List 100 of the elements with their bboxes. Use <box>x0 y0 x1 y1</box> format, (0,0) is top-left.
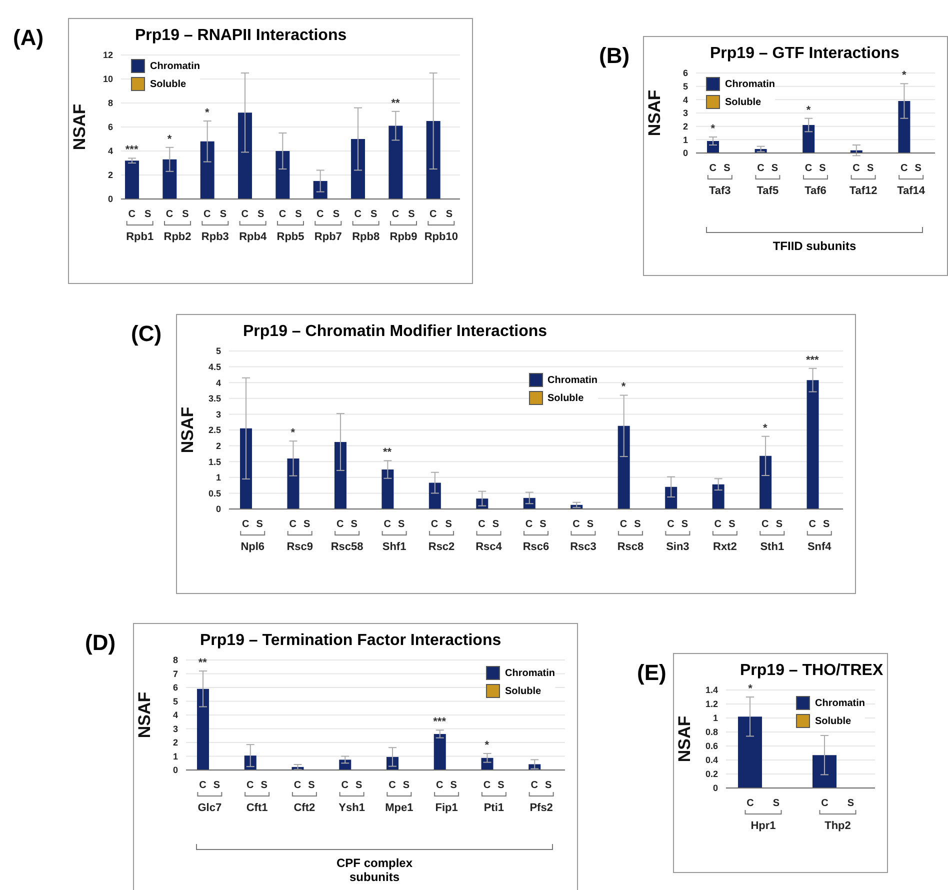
text: S <box>408 209 415 220</box>
text: C <box>246 780 254 791</box>
legend-label: Chromatin <box>505 668 555 678</box>
y-axis-title: NSAF <box>178 406 198 454</box>
x-tick-label: Shf1 <box>382 541 406 553</box>
legend-label: Soluble <box>725 96 762 108</box>
text: S <box>544 780 552 791</box>
bar <box>665 486 678 509</box>
x-tick-label: Pti1 <box>484 802 504 814</box>
text: C <box>808 519 816 530</box>
chart-title: Prp19 – RNAPII Interactions <box>135 27 347 45</box>
text: (B) <box>599 43 630 69</box>
text: S <box>586 519 594 530</box>
text: C <box>483 780 491 791</box>
chart-title: Prp19 – Chromatin Modifier Interactions <box>243 323 548 341</box>
text: C <box>852 163 860 174</box>
legend-label: Soluble <box>505 686 542 696</box>
x-tick-label: Pfs2 <box>530 802 553 814</box>
text: S <box>823 519 830 530</box>
text: C <box>714 519 722 530</box>
x-axis-title: CPF complex subunits <box>335 856 414 884</box>
data-label: ** <box>383 446 392 459</box>
y-tick-label: 10 <box>102 74 113 84</box>
x-tick-label: Sin3 <box>666 541 690 553</box>
x-tick-label: Rpb10 <box>424 231 458 243</box>
text: S <box>332 209 340 220</box>
data-label: ** <box>391 97 400 110</box>
x-tick-label: Rsc4 <box>476 541 503 553</box>
data-label: * <box>748 683 754 695</box>
text: C <box>384 519 391 530</box>
x-tick-label: Cft2 <box>294 802 316 814</box>
x-tick-label: Rxt2 <box>713 541 737 553</box>
text: S <box>914 163 922 174</box>
x-tick-label: Taf14 <box>897 185 926 197</box>
text: C <box>572 519 580 530</box>
text: C <box>166 209 174 220</box>
y-tick-label: 2 <box>216 440 221 451</box>
bar <box>428 482 441 509</box>
y-tick-label: 2.5 <box>208 425 221 436</box>
text: C <box>242 519 250 530</box>
text: C <box>762 519 769 530</box>
y-tick-label: 2 <box>172 738 178 748</box>
text: S <box>370 209 378 220</box>
text: C <box>294 780 302 791</box>
text: C <box>821 798 828 809</box>
bar <box>806 380 819 509</box>
x-tick-label: Thp2 <box>824 820 851 832</box>
text: C <box>199 780 206 791</box>
text: S <box>819 163 826 174</box>
x-tick-label: Snf4 <box>807 541 832 553</box>
data-label: * <box>290 427 296 440</box>
text: S <box>446 209 453 220</box>
text: S <box>260 780 268 791</box>
text: S <box>492 519 500 530</box>
bar <box>200 141 214 199</box>
bar <box>334 442 346 509</box>
text: C <box>436 780 444 791</box>
x-tick-label: Rpb7 <box>314 231 342 243</box>
text: C <box>289 519 296 530</box>
y-tick-label: 6 <box>172 682 178 693</box>
y-tick-label: 8 <box>172 655 178 666</box>
data-label: *** <box>125 144 139 156</box>
text: S <box>402 780 410 791</box>
bar <box>434 734 446 770</box>
y-tick-label: 1 <box>682 134 688 145</box>
bar <box>276 151 290 199</box>
text: S <box>220 209 227 220</box>
y-axis-title: NSAF <box>645 90 664 136</box>
text: C <box>709 163 717 174</box>
text: S <box>398 519 405 530</box>
text: S <box>776 519 782 530</box>
text: C <box>525 519 533 530</box>
bar <box>802 125 815 153</box>
text: S <box>847 798 854 809</box>
bar <box>197 688 209 770</box>
y-tick-label: 5 <box>682 82 688 92</box>
text: C <box>804 163 812 174</box>
x-tick-label: Glc7 <box>198 802 222 814</box>
text: C <box>388 780 396 791</box>
x-tick-label: Rpb5 <box>276 231 304 243</box>
x-tick-label: Taf3 <box>708 185 731 197</box>
y-tick-label: 0 <box>682 148 688 158</box>
text: S <box>540 519 546 530</box>
y-tick-label: 7 <box>172 668 178 679</box>
y-tick-label: 0.5 <box>208 488 221 498</box>
chart-title: Prp19 – GTF Interactions <box>710 45 900 63</box>
data-label: * <box>484 740 490 752</box>
y-axis-title: NSAF <box>70 104 90 150</box>
legend-label: Soluble <box>815 716 852 726</box>
text: S <box>355 780 362 791</box>
text: C <box>478 519 486 530</box>
text: S <box>771 163 778 174</box>
bar <box>760 456 772 509</box>
y-tick-label: 3 <box>216 409 221 420</box>
y-tick-label: 3 <box>172 724 178 734</box>
bar <box>618 426 630 509</box>
text: C <box>278 209 286 220</box>
y-tick-label: 5 <box>172 696 178 706</box>
text: C <box>667 519 674 530</box>
y-tick-label: 0.2 <box>705 769 718 780</box>
